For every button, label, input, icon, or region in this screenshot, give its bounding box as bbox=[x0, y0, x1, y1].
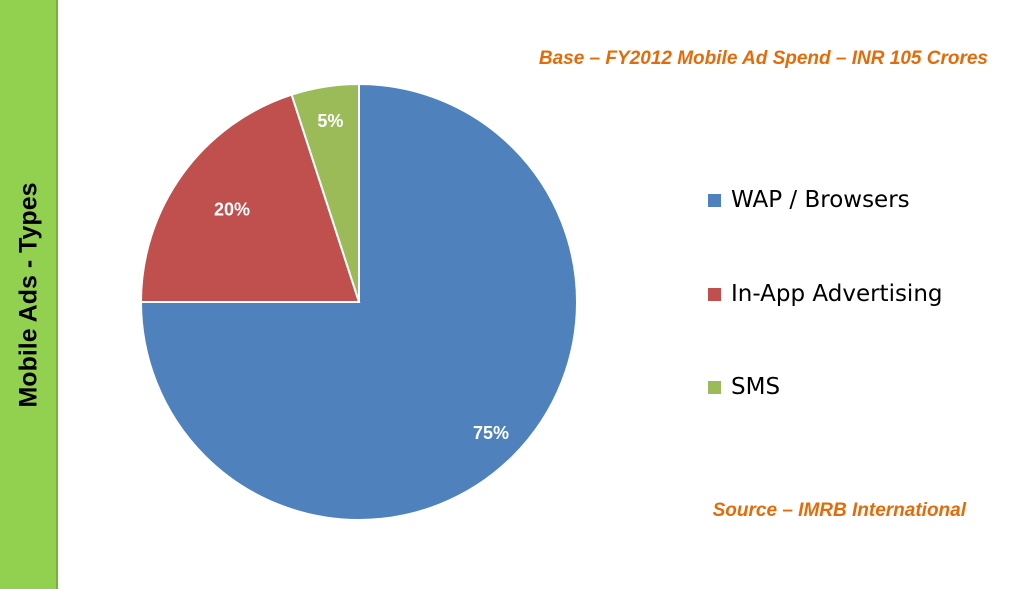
legend-swatch-wap bbox=[708, 193, 721, 207]
legend-label-wap: WAP / Browsers bbox=[731, 187, 910, 213]
pie-slice-sms bbox=[290, 82, 360, 303]
legend-item-wap: WAP / Browsers bbox=[708, 180, 910, 220]
pie-slice-in-app bbox=[139, 93, 361, 303]
legend-item-sms: SMS bbox=[708, 367, 780, 407]
legend-label-in-app: In-App Advertising bbox=[731, 281, 943, 307]
legend-label-sms: SMS bbox=[731, 374, 781, 400]
legend-swatch-sms bbox=[708, 380, 721, 394]
base-note: Base – FY2012 Mobile Ad Spend – INR 105 … bbox=[538, 48, 988, 69]
legend-item-in-app: In-App Advertising bbox=[708, 274, 943, 314]
data-label-in-app: 20% bbox=[214, 200, 250, 220]
source-note: Source – IMRB International bbox=[712, 500, 966, 521]
sidebar-band: Mobile Ads - Types bbox=[0, 0, 58, 589]
data-label-sms: 5% bbox=[317, 111, 343, 131]
legend-swatch-in-app bbox=[708, 287, 721, 301]
data-label-wap: 75% bbox=[473, 423, 509, 443]
